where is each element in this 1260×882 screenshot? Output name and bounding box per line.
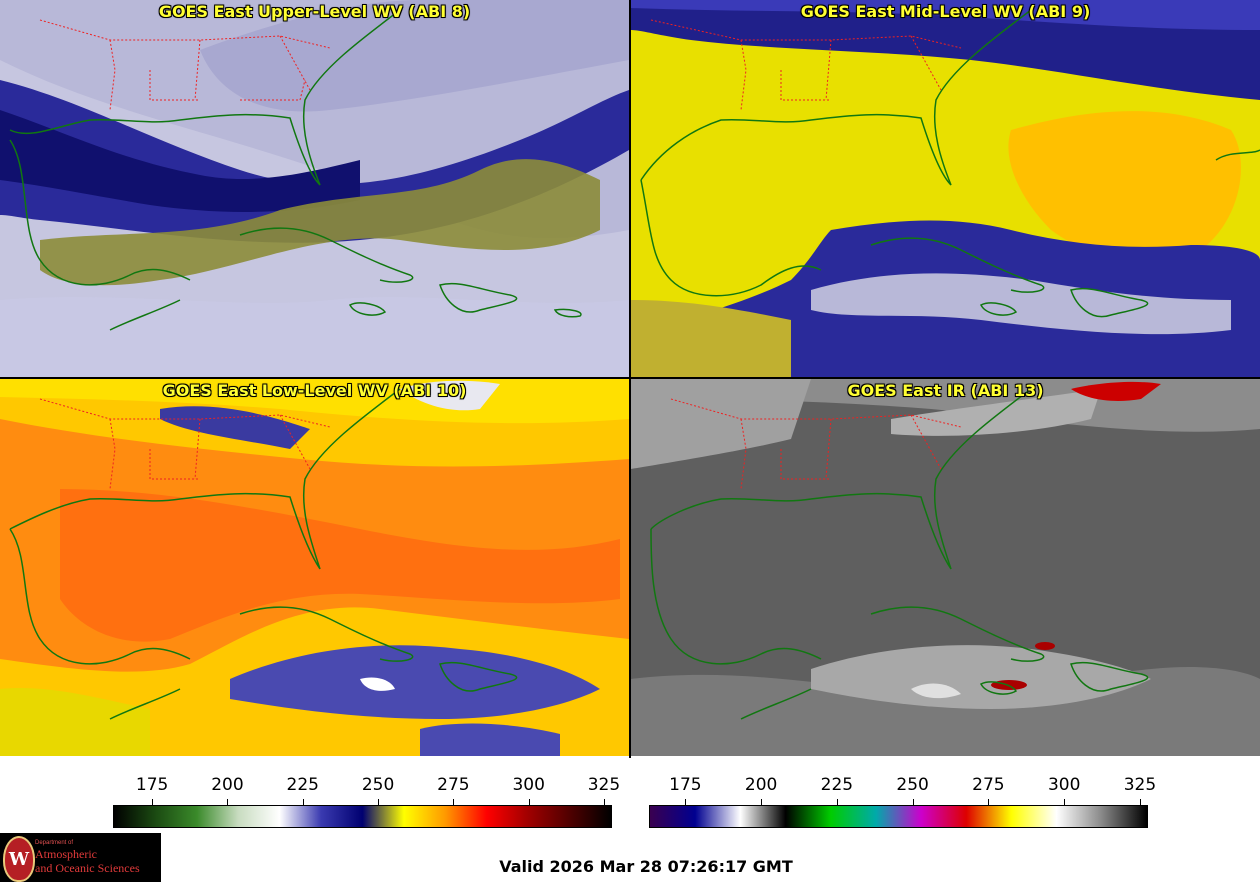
panel-divider-vertical: [629, 0, 631, 758]
wv-tick-label: 200: [211, 775, 244, 795]
panel-mid-level-wv: GOES East Mid-Level WV (ABI 9): [631, 0, 1260, 377]
ir-tick-label: 275: [972, 775, 1005, 795]
uw-seal-icon: W: [3, 836, 35, 882]
ir-tick-label: 175: [669, 775, 702, 795]
panel-title: GOES East IR (ABI 13): [847, 381, 1044, 400]
panel-low-level-wv: GOES East Low-Level WV (ABI 10): [0, 379, 629, 756]
wv-tick-label: 325: [587, 775, 621, 795]
wv-tick-mark: [152, 799, 154, 805]
logo-department: Department of: [35, 840, 74, 846]
panel-title: GOES East Mid-Level WV (ABI 9): [800, 2, 1091, 21]
wv-tick-label: 275: [437, 775, 470, 795]
wv-colorbar: [113, 805, 612, 828]
ir-tick-mark: [836, 799, 838, 805]
ir-tick-mark: [761, 799, 763, 805]
wv-tick-label: 225: [286, 775, 319, 795]
ir-tick-label: 325: [1123, 775, 1157, 795]
wv-tick-label: 300: [512, 775, 545, 795]
valid-time: Valid 2026 Mar 28 07:26:17 GMT: [499, 857, 793, 876]
ir-tick-mark: [988, 799, 990, 805]
panel-title: GOES East Upper-Level WV (ABI 8): [158, 2, 471, 21]
ir-colorbar: [649, 805, 1148, 828]
mid-wv-image: [631, 0, 1260, 377]
panel-upper-level-wv: GOES East Upper-Level WV (ABI 8): [0, 0, 629, 377]
wv-tick-mark: [453, 799, 455, 805]
panel-ir: GOES East IR (ABI 13): [631, 379, 1260, 756]
wv-colorbar-ticks: 175 200 225 250 275 300 325: [113, 775, 620, 805]
logo-line-1: Atmospheric: [35, 847, 97, 861]
wv-tick-mark: [227, 799, 229, 805]
logo-line-2: and Oceanic Sciences: [35, 861, 140, 875]
wv-tick-mark: [603, 799, 605, 805]
ir-tick-mark: [685, 799, 687, 805]
wv-tick-label: 175: [135, 775, 169, 795]
wv-tick-mark: [302, 799, 304, 805]
ir-tick-label: 200: [744, 775, 778, 795]
wv-tick-mark: [528, 799, 530, 805]
upper-wv-image: [0, 0, 629, 377]
panel-divider-horizontal: [0, 377, 1260, 379]
ir-tick-mark: [1064, 799, 1066, 805]
ir-tick-label: 250: [896, 775, 929, 795]
low-wv-image: [0, 379, 629, 756]
wv-tick-mark: [378, 799, 380, 805]
ir-tick-label: 300: [1047, 775, 1081, 795]
ir-tick-label: 225: [820, 775, 854, 795]
ir-tick-mark: [1139, 799, 1141, 805]
wv-tick-label: 250: [361, 775, 395, 795]
ir-image: [631, 379, 1260, 756]
panel-title: GOES East Low-Level WV (ABI 10): [162, 381, 467, 400]
ir-tick-mark: [912, 799, 914, 805]
ir-colorbar-ticks: 175 200 225 250 275 300 325: [649, 775, 1156, 805]
aos-logo: W Department of Atmospheric and Oceanic …: [0, 833, 161, 882]
